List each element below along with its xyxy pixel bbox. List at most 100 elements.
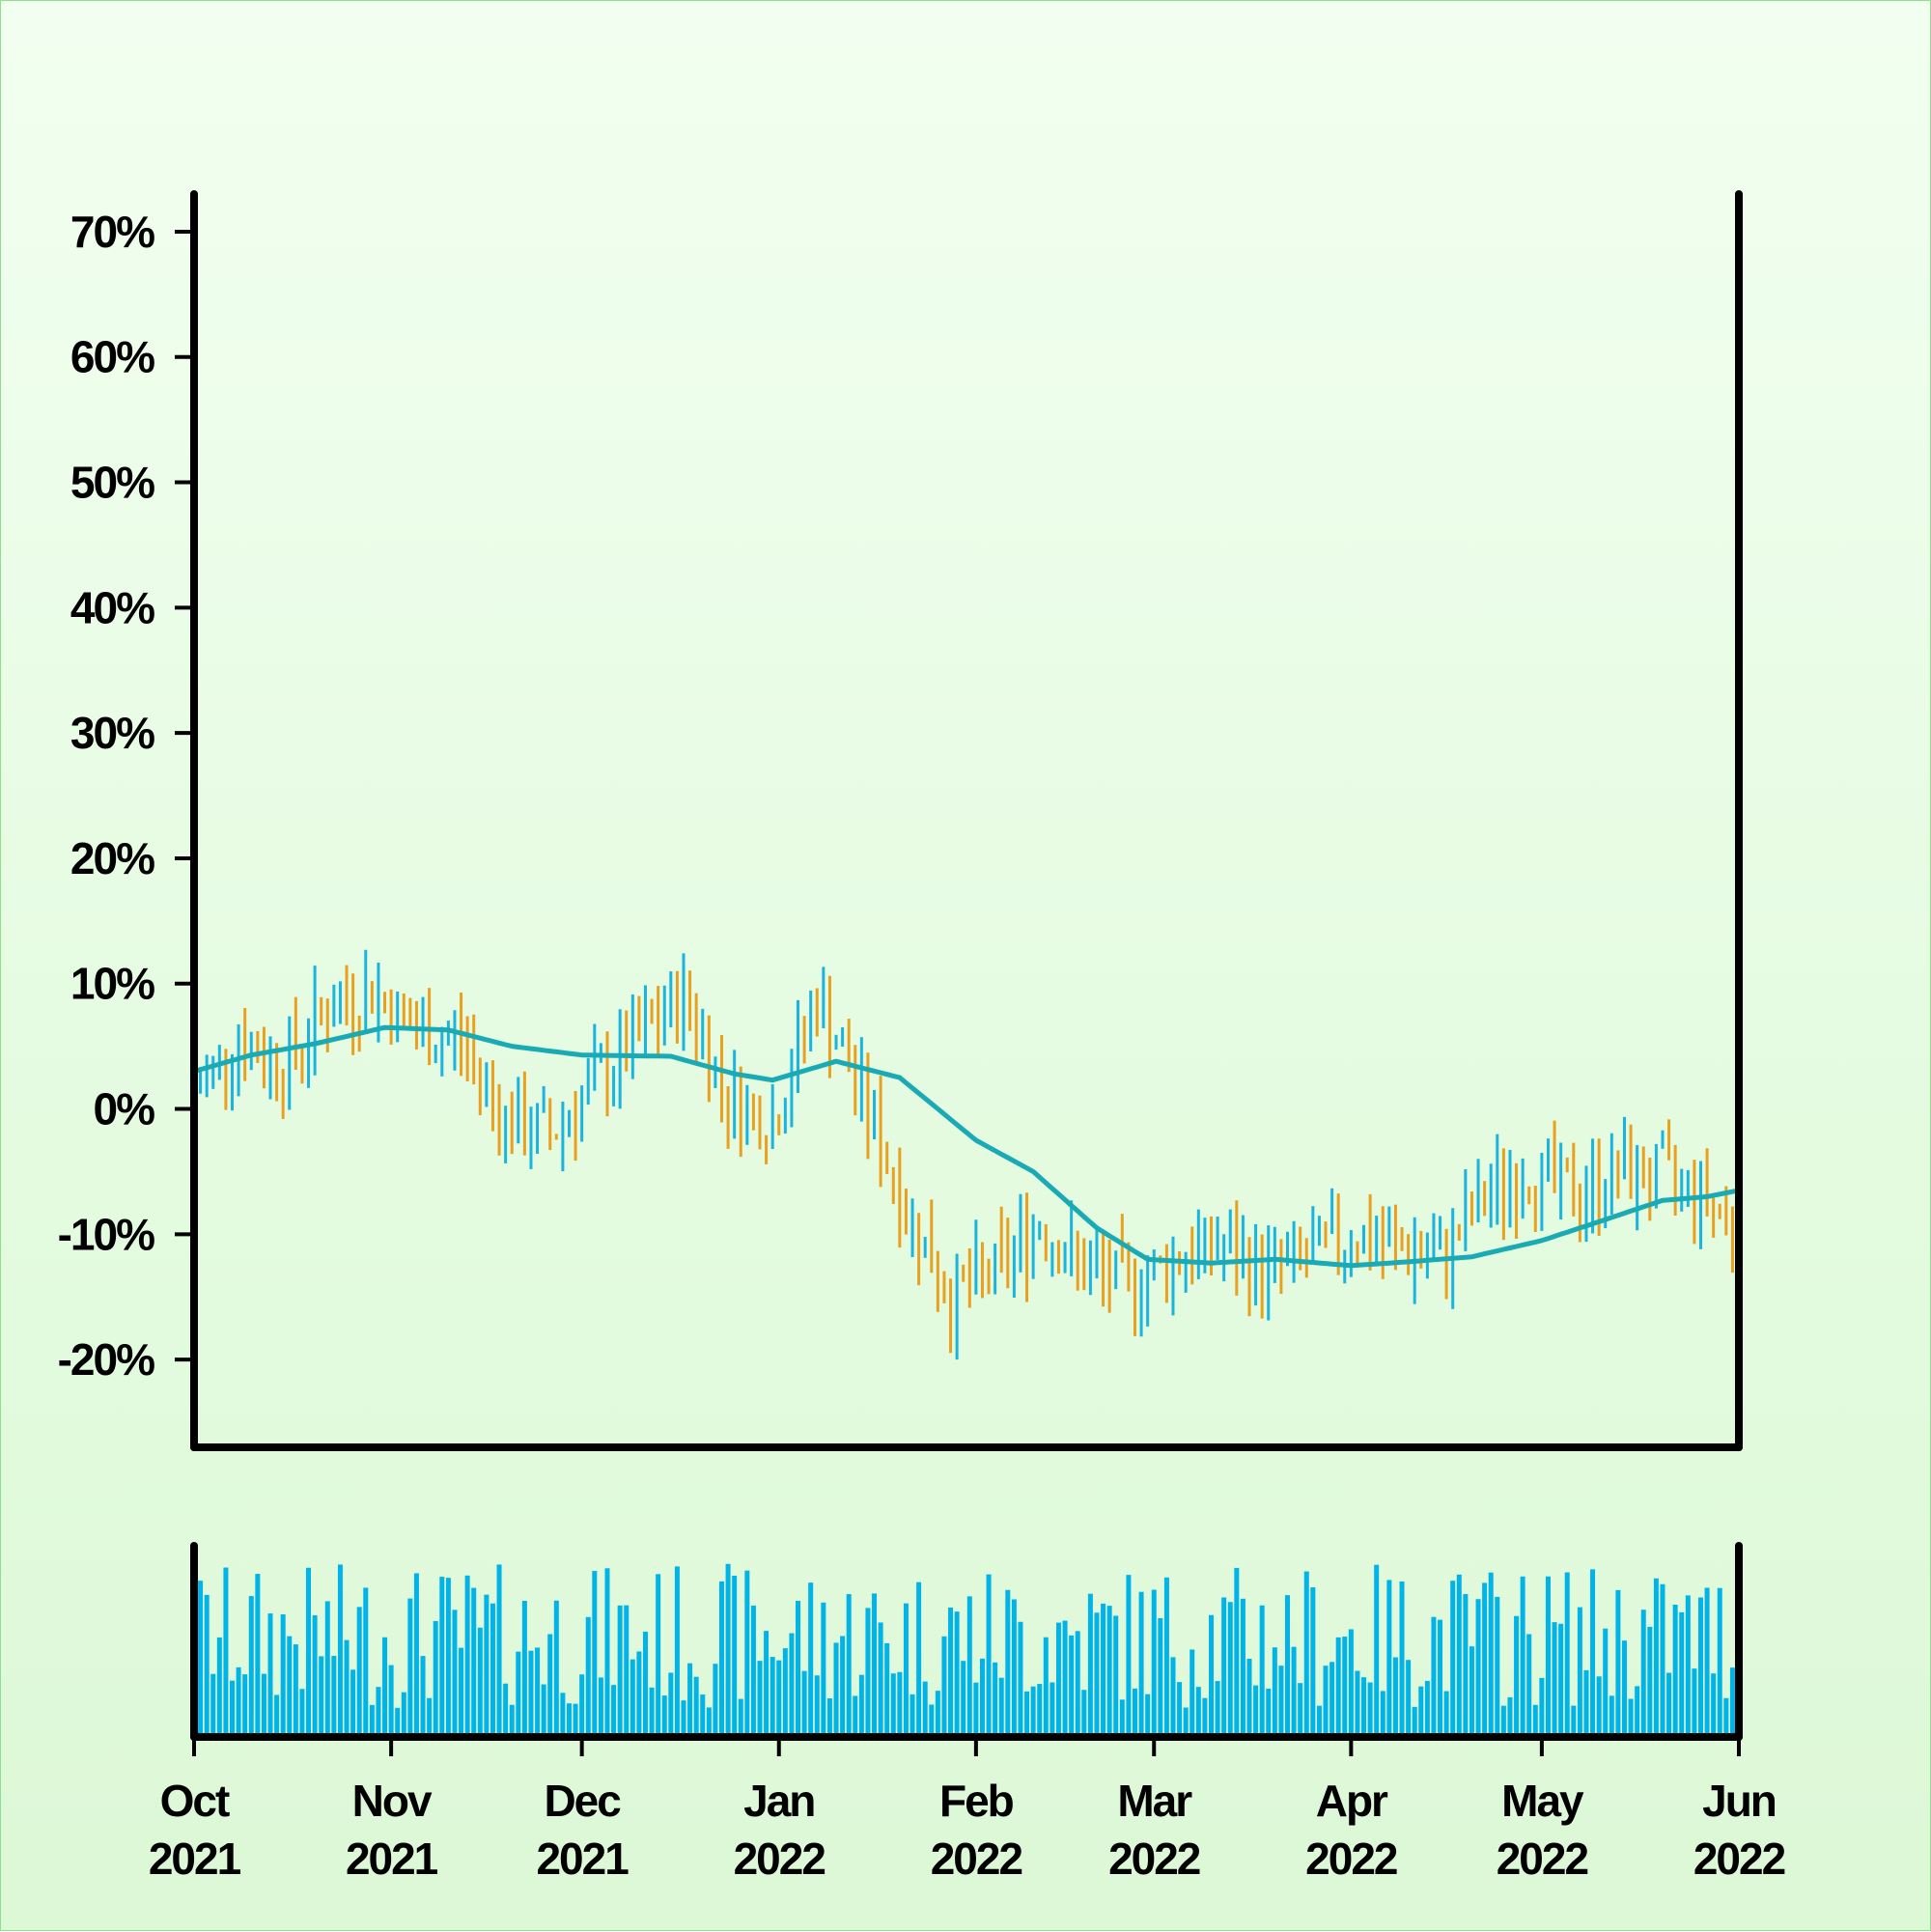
volume-bar — [1526, 1634, 1532, 1737]
volume-bar — [1253, 1685, 1259, 1737]
volume-bar — [916, 1582, 922, 1737]
volume-bar — [725, 1563, 731, 1737]
volume-bar — [198, 1581, 204, 1737]
volume-bar — [1189, 1649, 1195, 1737]
volume-bar — [1342, 1637, 1348, 1737]
volume-bar — [681, 1700, 686, 1737]
volume-bar — [1298, 1683, 1303, 1737]
volume-bar — [674, 1566, 680, 1737]
volume-bar — [395, 1707, 401, 1737]
volume-bar — [897, 1671, 903, 1737]
volume-bar — [388, 1665, 394, 1737]
volume-bar — [649, 1687, 655, 1737]
volume-bar — [1577, 1607, 1582, 1737]
volume-bar — [1539, 1677, 1545, 1737]
volume-bar — [1151, 1589, 1157, 1737]
volume-bar — [910, 1694, 915, 1737]
volume-bar — [846, 1594, 852, 1737]
volume-bar — [1583, 1669, 1589, 1737]
volume-bar — [471, 1587, 477, 1737]
x-tick-label-year: 2021 — [149, 1834, 241, 1884]
y-tick-label: 20% — [70, 833, 154, 883]
moving-average-line — [193, 1024, 1740, 1269]
volume-bar — [853, 1695, 858, 1737]
volume-bar — [973, 1682, 979, 1737]
volume-bar — [604, 1568, 610, 1737]
volume-bar — [223, 1567, 229, 1737]
volume-bar — [814, 1675, 820, 1737]
volume-bar — [1635, 1686, 1640, 1737]
volume-bar — [1628, 1698, 1634, 1737]
volume-panel — [191, 1563, 1742, 1737]
x-tick-label-year: 2022 — [1693, 1834, 1785, 1884]
volume-bar — [1488, 1572, 1494, 1737]
volume-bar — [833, 1642, 839, 1737]
volume-bar — [1355, 1670, 1360, 1737]
volume-bar — [948, 1607, 954, 1737]
volume-bar — [706, 1707, 712, 1737]
volume-bar — [1386, 1580, 1392, 1737]
volume-bar — [1711, 1673, 1717, 1737]
volume-bar — [1431, 1616, 1437, 1737]
volume-bar — [490, 1603, 495, 1737]
volume-bar — [319, 1656, 324, 1737]
volume-bar — [1177, 1682, 1183, 1737]
volume-bar — [1087, 1593, 1093, 1737]
volume-bar — [821, 1602, 826, 1737]
volume-bar — [579, 1674, 585, 1737]
volume-bar — [1558, 1623, 1564, 1737]
y-tick-label: 10% — [70, 959, 154, 1009]
volume-bar — [541, 1684, 546, 1737]
volume-bar — [1055, 1622, 1061, 1737]
volume-bar — [1590, 1569, 1596, 1737]
x-tick-label-month: Mar — [1117, 1776, 1192, 1826]
volume-bar — [1482, 1582, 1488, 1737]
volume-bar — [242, 1674, 248, 1737]
volume-bar — [656, 1574, 661, 1737]
volume-bar — [521, 1601, 527, 1737]
volume-bar — [445, 1578, 451, 1737]
volume-bar — [1005, 1589, 1011, 1737]
volume-bar — [210, 1673, 216, 1737]
volume-bar — [1374, 1564, 1380, 1737]
volume-bar — [1552, 1622, 1557, 1737]
x-tick-label-month: Nov — [352, 1776, 433, 1826]
volume-bar — [668, 1672, 674, 1737]
volume-bar — [789, 1633, 795, 1737]
volume-bar — [732, 1575, 738, 1737]
volume-bar — [1018, 1621, 1023, 1737]
volume-bar — [624, 1605, 630, 1737]
volume-bar — [738, 1698, 743, 1737]
volume-bar — [1348, 1629, 1354, 1737]
volume-bar — [1163, 1577, 1169, 1737]
volume-bar — [1316, 1705, 1322, 1737]
volume-bar — [719, 1581, 725, 1737]
volume-bar — [954, 1611, 960, 1737]
volume-bar — [929, 1704, 935, 1737]
volume-bar — [324, 1601, 330, 1737]
volume-bar — [840, 1636, 846, 1737]
volume-bar — [961, 1661, 966, 1737]
volume-bar — [420, 1656, 426, 1737]
volume-bar — [1438, 1619, 1443, 1737]
volume-bar — [1475, 1599, 1481, 1737]
volume-bar — [216, 1637, 222, 1737]
volume-bar — [801, 1670, 807, 1737]
volume-bar — [1158, 1617, 1163, 1737]
volume-bar — [922, 1681, 928, 1737]
volume-bar — [496, 1564, 502, 1737]
volume-bar — [1227, 1602, 1233, 1737]
volume-bar — [1126, 1575, 1132, 1737]
x-tick-label-month: Apr — [1316, 1776, 1388, 1826]
volume-bar — [503, 1683, 509, 1737]
volume-bar — [516, 1651, 521, 1737]
volume-bar — [363, 1587, 369, 1737]
volume-bar — [1666, 1672, 1672, 1737]
volume-bar — [744, 1570, 750, 1737]
x-tick-label-month: Oct — [160, 1776, 230, 1826]
volume-bar — [299, 1689, 305, 1737]
volume-bar — [1259, 1605, 1265, 1737]
x-tick-label-month: Feb — [939, 1776, 1014, 1826]
y-tick-label: -10% — [58, 1209, 154, 1259]
